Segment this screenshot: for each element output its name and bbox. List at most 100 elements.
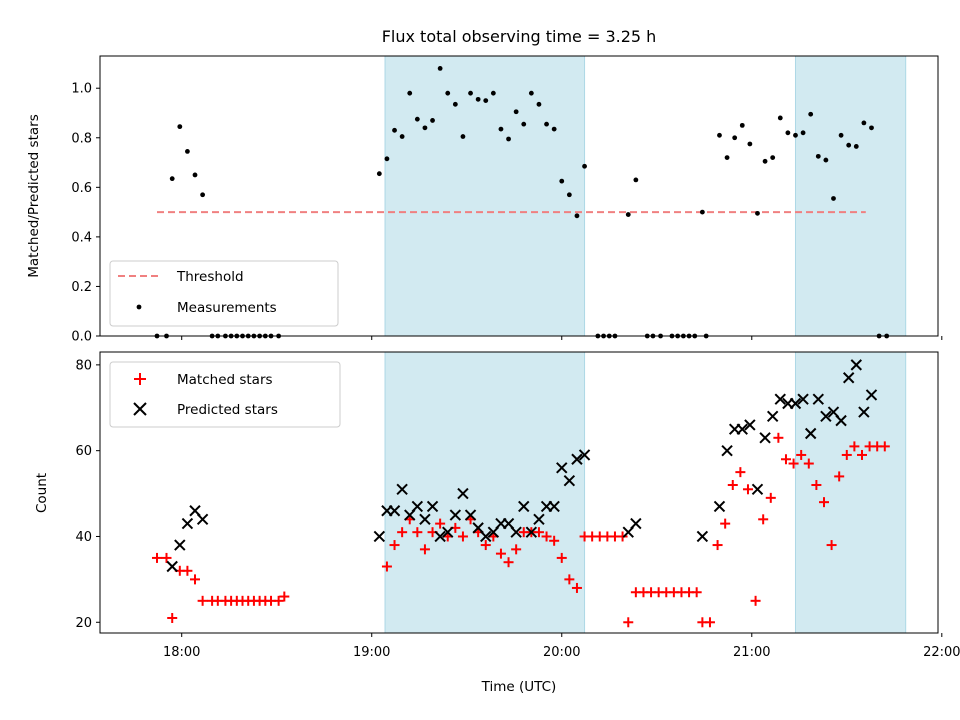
measurement-point <box>566 192 572 198</box>
measurement-point <box>717 132 722 138</box>
legend-matched-swatch <box>134 373 146 385</box>
y-tick-label: 80 <box>75 358 92 373</box>
measurement-point <box>770 155 776 160</box>
predicted-point <box>464 509 477 521</box>
matched-point <box>727 479 738 490</box>
measurement-point <box>490 90 496 96</box>
shaded-region <box>384 351 586 634</box>
shaded-regions <box>384 351 907 634</box>
predicted-point <box>373 530 386 543</box>
matched-point <box>834 471 845 482</box>
measurement-point <box>574 213 580 219</box>
measurement-point <box>177 124 183 130</box>
measurement-point <box>755 210 760 216</box>
measurement-point <box>823 157 829 163</box>
measurement-point <box>376 171 382 177</box>
y-axis-ticks: 20 40 60 80 <box>75 358 100 631</box>
y-axis-label: Matched/Predicted stars <box>26 114 42 277</box>
matched-point <box>773 432 784 443</box>
measurement-point <box>536 101 542 107</box>
matched-point <box>750 595 761 606</box>
predicted-point <box>196 513 209 526</box>
matched-point <box>818 497 829 508</box>
shaded-regions <box>384 55 907 337</box>
predicted-point <box>696 530 709 543</box>
plot-area <box>154 65 890 339</box>
legend-predicted-label: Predicted stars <box>177 402 278 418</box>
predicted-point <box>865 389 878 401</box>
predicted-point <box>563 474 576 487</box>
matched-point <box>758 514 769 525</box>
predicted-point <box>812 393 824 405</box>
y-tick-label: 0.4 <box>71 230 92 245</box>
matched-point <box>704 617 715 628</box>
predicted-point <box>166 560 178 573</box>
matched-point <box>571 582 582 593</box>
predicted-point <box>766 410 779 423</box>
measurement-point <box>521 121 527 127</box>
measurement-point <box>625 212 631 217</box>
x-axis-label: Time (UTC) <box>481 679 557 695</box>
measurement-point <box>739 122 745 128</box>
predicted-point <box>426 500 439 513</box>
measurement-point <box>747 141 753 147</box>
measurement-point <box>407 90 413 96</box>
measurement-point <box>793 132 798 138</box>
predicted-point <box>525 526 538 538</box>
legend-frame <box>109 260 339 327</box>
predicted-point <box>789 397 802 410</box>
y-axis-ticks: 0.0 0.2 0.4 0.6 0.8 1.0 <box>71 82 100 345</box>
matched-point <box>381 561 392 572</box>
y-axis-label: Count <box>34 473 50 513</box>
measurement-point <box>399 134 405 139</box>
measurement-point <box>838 132 844 138</box>
predicted-point <box>744 419 756 431</box>
matched-point <box>691 587 702 598</box>
measurement-point <box>169 176 175 182</box>
matched-point <box>826 540 837 551</box>
predicted-point <box>181 517 194 530</box>
matched-point <box>712 540 723 551</box>
legend: Matched stars Predicted stars <box>109 361 341 428</box>
x-tick-label: 21:00 <box>733 645 770 660</box>
predicted-point <box>774 393 786 405</box>
measurement-point <box>468 90 473 96</box>
matched-point <box>457 531 468 542</box>
matched-point <box>556 552 567 563</box>
y-tick-label: 40 <box>75 530 92 545</box>
matched-point <box>841 449 852 460</box>
matched-point <box>480 540 491 551</box>
y-tick-label: 20 <box>75 616 92 631</box>
measurement-point <box>853 144 859 149</box>
measurement-point <box>475 96 481 102</box>
matched-point <box>623 617 634 628</box>
legend-measurements-label: Measurements <box>177 300 277 316</box>
matched-point <box>796 449 807 460</box>
matched-point <box>720 518 731 529</box>
measurement-point <box>544 121 549 127</box>
matched-point <box>279 591 290 602</box>
measurement-point <box>192 172 198 178</box>
predicted-point <box>736 423 748 435</box>
matched-point <box>182 565 193 576</box>
chart-title: Flux total observing time = 3.25 h <box>382 27 657 46</box>
matched-point <box>511 544 522 555</box>
measurement-point <box>445 90 451 96</box>
predicted-point <box>721 444 733 457</box>
predicted-point <box>842 372 855 384</box>
matched-point <box>419 544 430 555</box>
matched-point <box>503 557 514 568</box>
predicted-point <box>850 359 862 371</box>
predicted-point <box>449 509 462 521</box>
y-tick-label: 0.0 <box>71 330 92 345</box>
matched-point <box>495 548 506 559</box>
predicted-point <box>518 500 530 513</box>
axes-frame <box>99 351 939 634</box>
legend-matched-label: Matched stars <box>177 372 273 388</box>
measurement-point <box>185 148 190 154</box>
predicted-point <box>556 462 568 474</box>
matched-point <box>879 441 890 452</box>
x-tick-label: 22:00 <box>923 645 960 660</box>
matched-point <box>742 484 753 495</box>
measurement-point <box>732 135 738 141</box>
